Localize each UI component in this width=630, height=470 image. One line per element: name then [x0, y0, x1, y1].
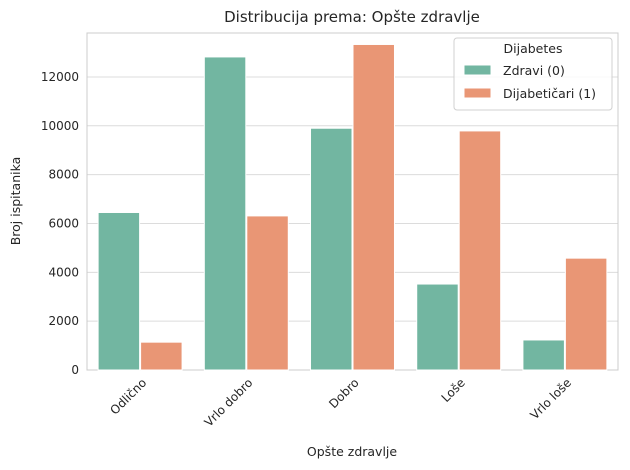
y-tick-label-12000: 12000	[41, 70, 79, 84]
y-tick-label-0: 0	[71, 363, 79, 377]
bar-vrlo-lose-series-1	[564, 257, 608, 371]
x-axis: Odlično Vrlo dobro Dobro Loše Vrlo loše	[107, 376, 574, 430]
bar-lose-series-0	[416, 283, 459, 371]
x-tick-label-dobro: Dobro	[326, 376, 362, 412]
chart-title: Distribucija prema: Opšte zdravlje	[224, 8, 480, 26]
bars-layer	[97, 43, 608, 371]
x-tick-label-odlicno: Odlično	[107, 376, 149, 418]
legend-swatch-dijabeticari	[463, 87, 492, 99]
bar-vrlo-dobro-series-0	[203, 56, 247, 371]
x-tick-label-lose: Loše	[439, 376, 468, 405]
bar-dobro-series-1	[352, 43, 395, 371]
y-tick-label-10000: 10000	[41, 119, 79, 133]
y-tick-label-8000: 8000	[48, 168, 79, 182]
x-tick-label-vrlo-dobro: Vrlo dobro	[202, 376, 256, 430]
x-tick-label-vrlo-lose: Vrlo loše	[527, 376, 574, 423]
bar-dobro-series-0	[310, 127, 353, 371]
bar-vrlo-lose-series-0	[522, 339, 565, 371]
legend-title: Dijabetes	[504, 41, 563, 56]
legend-label-dijabeticari: Dijabetičari (1)	[503, 86, 596, 101]
legend: Dijabetes Zdravi (0) Dijabetičari (1)	[453, 37, 613, 111]
bar-lose-series-1	[458, 130, 502, 371]
legend-label-zdravi: Zdravi (0)	[503, 63, 565, 78]
y-tick-label-6000: 6000	[48, 216, 79, 230]
y-tick-label-4000: 4000	[48, 265, 79, 279]
y-tick-label-2000: 2000	[48, 314, 79, 328]
legend-box	[453, 37, 613, 111]
x-axis-title: Opšte zdravlje	[307, 444, 397, 459]
y-axis-title: Broj ispitanika	[8, 157, 23, 246]
bar-odlicno-series-1	[140, 341, 183, 371]
bar-odlicno-series-0	[97, 211, 141, 371]
legend-swatch-zdravi	[463, 64, 492, 76]
bar-vrlo-dobro-series-1	[246, 215, 289, 371]
y-axis: 0 2000 4000 6000 8000 10000 12000	[41, 70, 79, 377]
